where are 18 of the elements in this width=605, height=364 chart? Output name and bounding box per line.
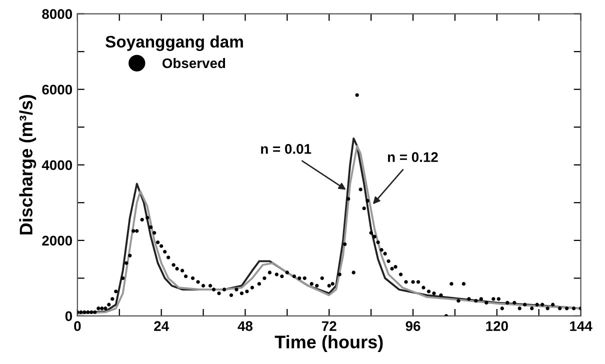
- x-tick-label: 24: [154, 321, 169, 331]
- legend-title: Soyanggang dam: [106, 35, 243, 52]
- x-tick-label: 48: [238, 321, 253, 332]
- legend-label: Observed: [162, 58, 226, 68]
- annotation: n = 0.12: [388, 152, 438, 162]
- annotation: n = 0.01: [261, 144, 312, 154]
- x-tick-label: 120: [486, 321, 508, 332]
- y-tick-label: 4000: [42, 160, 72, 170]
- y-tick-label: 6000: [42, 84, 72, 95]
- x-axis-title: Time (hours): [274, 335, 383, 352]
- y-axis-title: Discharge (m³/s): [19, 95, 36, 234]
- y-tick-label: 0: [65, 311, 72, 322]
- x-tick-label: 72: [322, 321, 336, 331]
- x-tick-label: 96: [406, 321, 420, 332]
- y-tick-label: 8000: [42, 9, 72, 19]
- x-tick-label: 144: [570, 321, 592, 331]
- y-tick-label: 2000: [42, 236, 72, 246]
- x-tick-label: 0: [74, 321, 81, 332]
